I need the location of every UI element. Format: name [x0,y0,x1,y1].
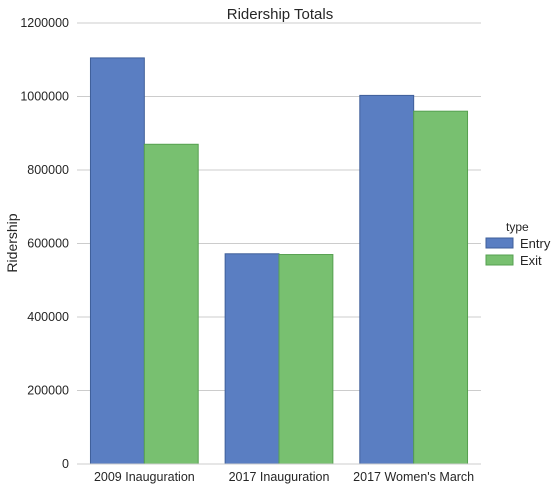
x-tick-label: 2017 Inauguration [229,470,330,484]
legend: type Entry Exit [485,220,551,268]
legend-swatch-exit [485,254,514,266]
legend-swatch-entry [485,237,514,249]
bar-entry [224,253,280,465]
y-axis-label: Ridership [4,213,20,272]
bar-exit [413,110,469,465]
y-tick-label: 800000 [27,163,69,177]
legend-title: type [506,220,529,234]
bar-entry [89,57,145,465]
y-tick-label: 400000 [27,310,69,324]
legend-label-exit: Exit [520,253,542,268]
y-tick-labels: 0 200000 400000 600000 800000 1000000 1200000 [20,16,69,471]
y-tick-label: 0 [62,457,69,471]
bars [89,57,469,465]
bar-exit [143,143,199,465]
chart-title: Ridership Totals [227,6,333,23]
bar-entry [359,94,415,465]
y-tick-label: 1200000 [20,16,69,30]
y-tick-label: 200000 [27,384,69,398]
x-tick-label: 2017 Women's March [353,470,474,484]
legend-label-entry: Entry [520,236,551,251]
y-tick-label: 1000000 [20,90,69,104]
y-tick-label: 600000 [27,237,69,251]
x-tick-label: 2009 Inauguration [94,470,195,484]
bar-exit [278,254,334,465]
x-tick-labels: 2009 Inauguration 2017 Inauguration 2017 W… [94,470,474,484]
